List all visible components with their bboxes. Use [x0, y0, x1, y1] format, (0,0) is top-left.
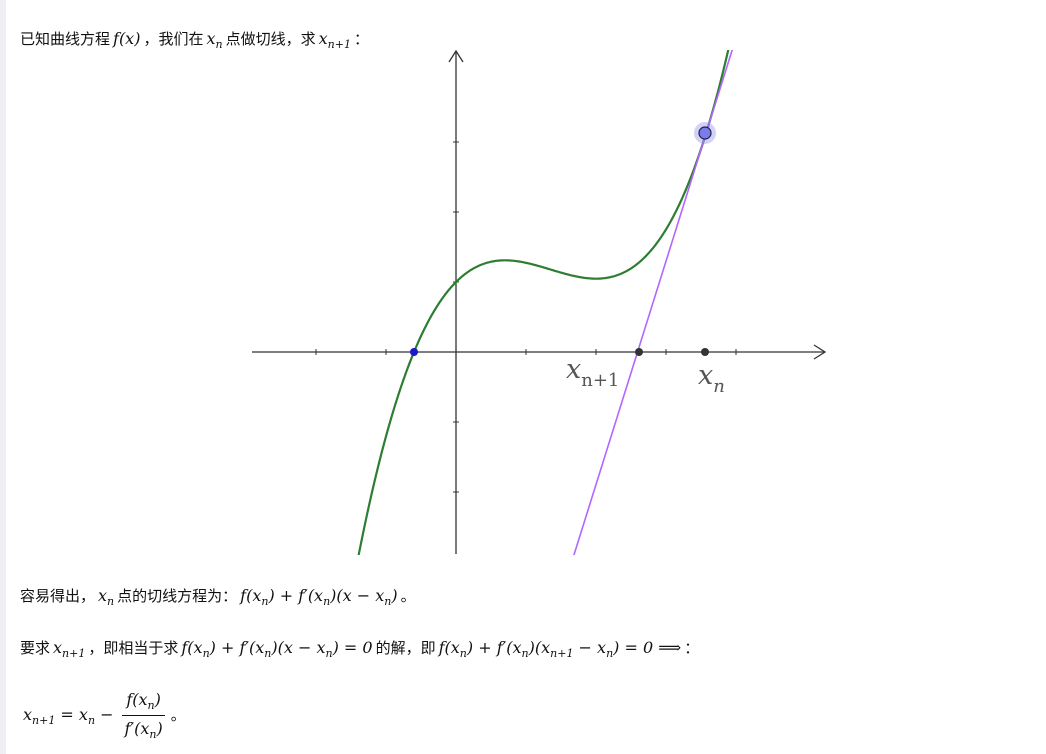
math-lhs: xn+1 = xn − [23, 705, 114, 727]
text: 点的切线方程为： [117, 587, 238, 605]
math-xn: xn [98, 586, 115, 608]
subscript: n [325, 647, 333, 660]
text: 。 [170, 706, 186, 724]
subscript: n+1 [32, 714, 56, 727]
text: 。 [400, 587, 416, 605]
x-axis [252, 344, 827, 360]
subscript: n [521, 647, 529, 660]
subscript: n [87, 714, 96, 727]
text: ： [684, 639, 700, 657]
math-f-x: f(x) [113, 29, 141, 48]
text: 要求 [20, 639, 51, 657]
subscript: n+1 [550, 647, 574, 660]
text: 已知曲线方程 [20, 30, 111, 48]
text: ，我们在 [143, 30, 204, 48]
intro-paragraph: 已知曲线方程 f(x) ，我们在 xn 点做切线，求 xn+1： [20, 29, 369, 55]
math-xn1: xn+1 [53, 638, 86, 660]
subscript: n [202, 647, 210, 660]
denominator: f′(xn) [124, 719, 163, 741]
subscript: n [107, 595, 115, 608]
math-equation: f(xn) + f′(xn)(x − xn) = 0 [181, 638, 373, 660]
math-xn: xn [206, 29, 223, 51]
math-tangent-eq: f(xn) + f′(xn)(x − xn) [240, 586, 398, 608]
subscript: n [215, 38, 223, 51]
subscript: n [323, 595, 331, 608]
xn-point [701, 348, 709, 356]
subscript: n [606, 647, 614, 660]
y-axis [448, 49, 464, 554]
label-xn1: xn+1 [566, 354, 619, 391]
text: ，即相当于求 [88, 639, 179, 657]
math-xn1: xn+1 [318, 29, 351, 51]
tangent-equation-paragraph: 容易得出， xn 点的切线方程为： f(xn) + f′(xn)(x − xn)。 [20, 586, 416, 612]
y-axis-arrow-icon [448, 49, 464, 63]
text: ： [353, 30, 369, 48]
subscript: n [384, 595, 392, 608]
xn1-point [635, 348, 643, 356]
math-equation-xn1: f(xn) + f′(xn)(xn+1 − xn) = 0 ⟹ [438, 638, 682, 660]
text: 的解，即 [375, 639, 436, 657]
subscript: n [261, 595, 269, 608]
subscript: n [264, 647, 272, 660]
text: 点做切线，求 [225, 30, 316, 48]
function-curve [357, 50, 730, 555]
numerator: f(xn) [122, 690, 165, 716]
axis-ticks [315, 141, 737, 493]
left-gutter [0, 0, 6, 754]
x-axis-arrow-icon [813, 344, 827, 360]
root-point [410, 348, 418, 356]
subscript: n+1 [327, 38, 351, 51]
solve-paragraph: 要求 xn+1 ，即相当于求 f(xn) + f′(xn)(x − xn) = 0 的解… [20, 638, 699, 664]
subscript: n+1 [62, 647, 86, 660]
subscript: n [459, 647, 467, 660]
tangent-point[interactable] [698, 126, 712, 140]
subscript: n [149, 728, 157, 741]
text: 容易得出， [20, 587, 96, 605]
label-xn: xn [698, 360, 725, 397]
subscript: n [147, 699, 155, 712]
tangent-line [573, 50, 734, 555]
newton-formula: xn+1 = xn − f(xn) f′(xn) 。 [20, 690, 186, 741]
fraction: f(xn) f′(xn) [121, 690, 167, 741]
